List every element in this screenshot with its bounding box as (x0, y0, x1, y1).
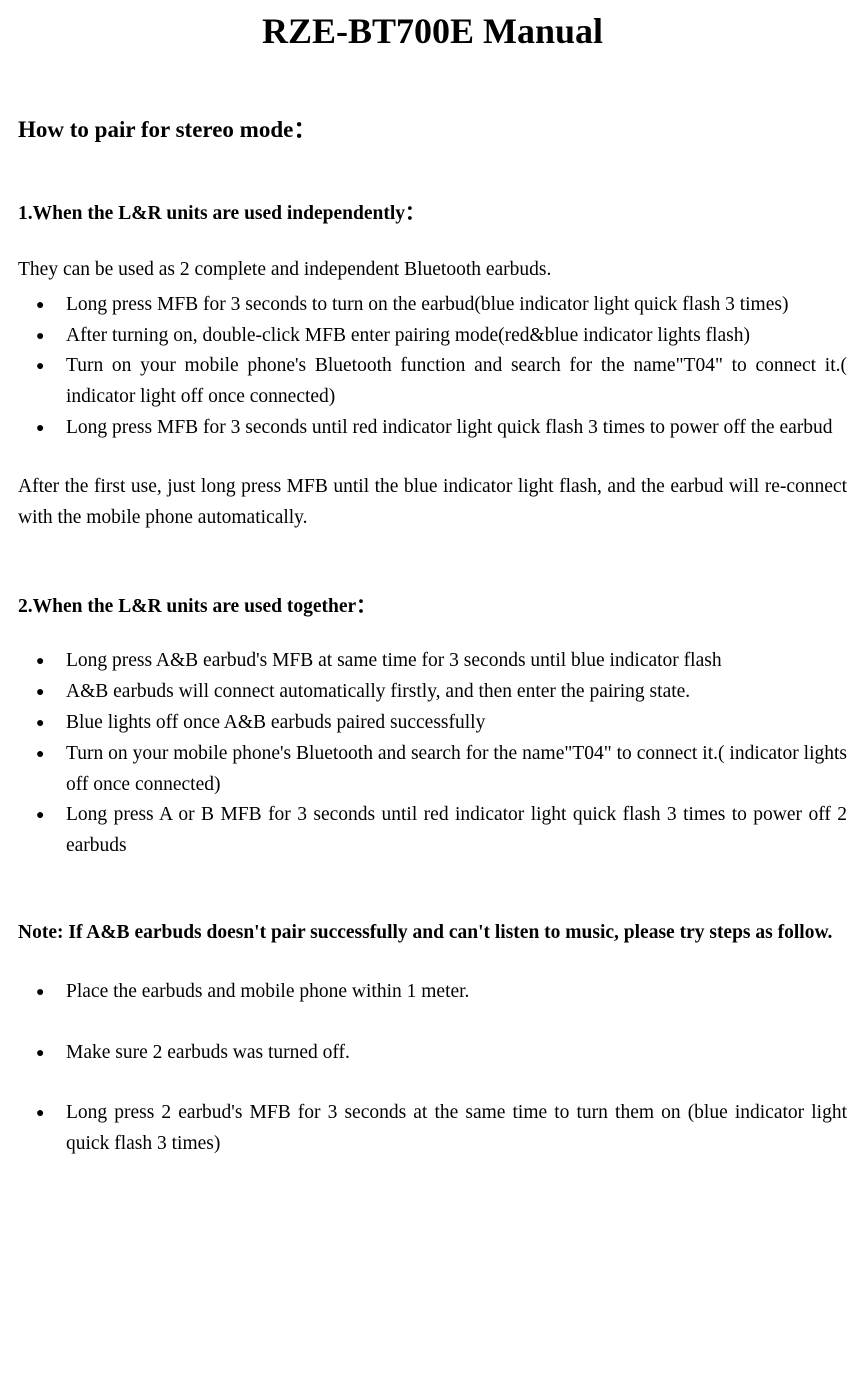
section2-heading: 2.When the L&R units are used together： (18, 589, 847, 618)
note-heading: Note: If A&B earbuds doesn't pair succes… (18, 918, 847, 949)
list-item: Long press 2 earbud's MFB for 3 seconds … (18, 1098, 847, 1160)
list-item: Place the earbuds and mobile phone withi… (18, 977, 847, 1008)
section1-heading: 1.When the L&R units are used independen… (18, 196, 847, 225)
note-bullet-list: Place the earbuds and mobile phone withi… (18, 977, 847, 1160)
list-item: After turning on, double-click MFB enter… (18, 321, 847, 352)
section2-bullet-list: Long press A&B earbud's MFB at same time… (18, 646, 847, 862)
section2: 2.When the L&R units are used together： … (18, 589, 847, 862)
document-page: RZE-BT700E Manual How to pair for stereo… (0, 0, 865, 1220)
list-item: Long press MFB for 3 seconds to turn on … (18, 290, 847, 321)
list-item: Turn on your mobile phone's Bluetooth an… (18, 739, 847, 801)
list-item: Long press A or B MFB for 3 seconds unti… (18, 800, 847, 862)
section1-intro: They can be used as 2 complete and indep… (18, 255, 847, 286)
section1-after-text: After the first use, just long press MFB… (18, 472, 847, 534)
section1-bullet-list: Long press MFB for 3 seconds to turn on … (18, 290, 847, 444)
list-item: Long press MFB for 3 seconds until red i… (18, 413, 847, 444)
list-item: Long press A&B earbud's MFB at same time… (18, 646, 847, 677)
document-title: RZE-BT700E Manual (18, 10, 847, 52)
list-item: A&B earbuds will connect automatically f… (18, 677, 847, 708)
list-item: Turn on your mobile phone's Bluetooth fu… (18, 351, 847, 413)
list-item: Make sure 2 earbuds was turned off. (18, 1038, 847, 1069)
list-item: Blue lights off once A&B earbuds paired … (18, 708, 847, 739)
main-heading: How to pair for stereo mode： (18, 110, 847, 144)
